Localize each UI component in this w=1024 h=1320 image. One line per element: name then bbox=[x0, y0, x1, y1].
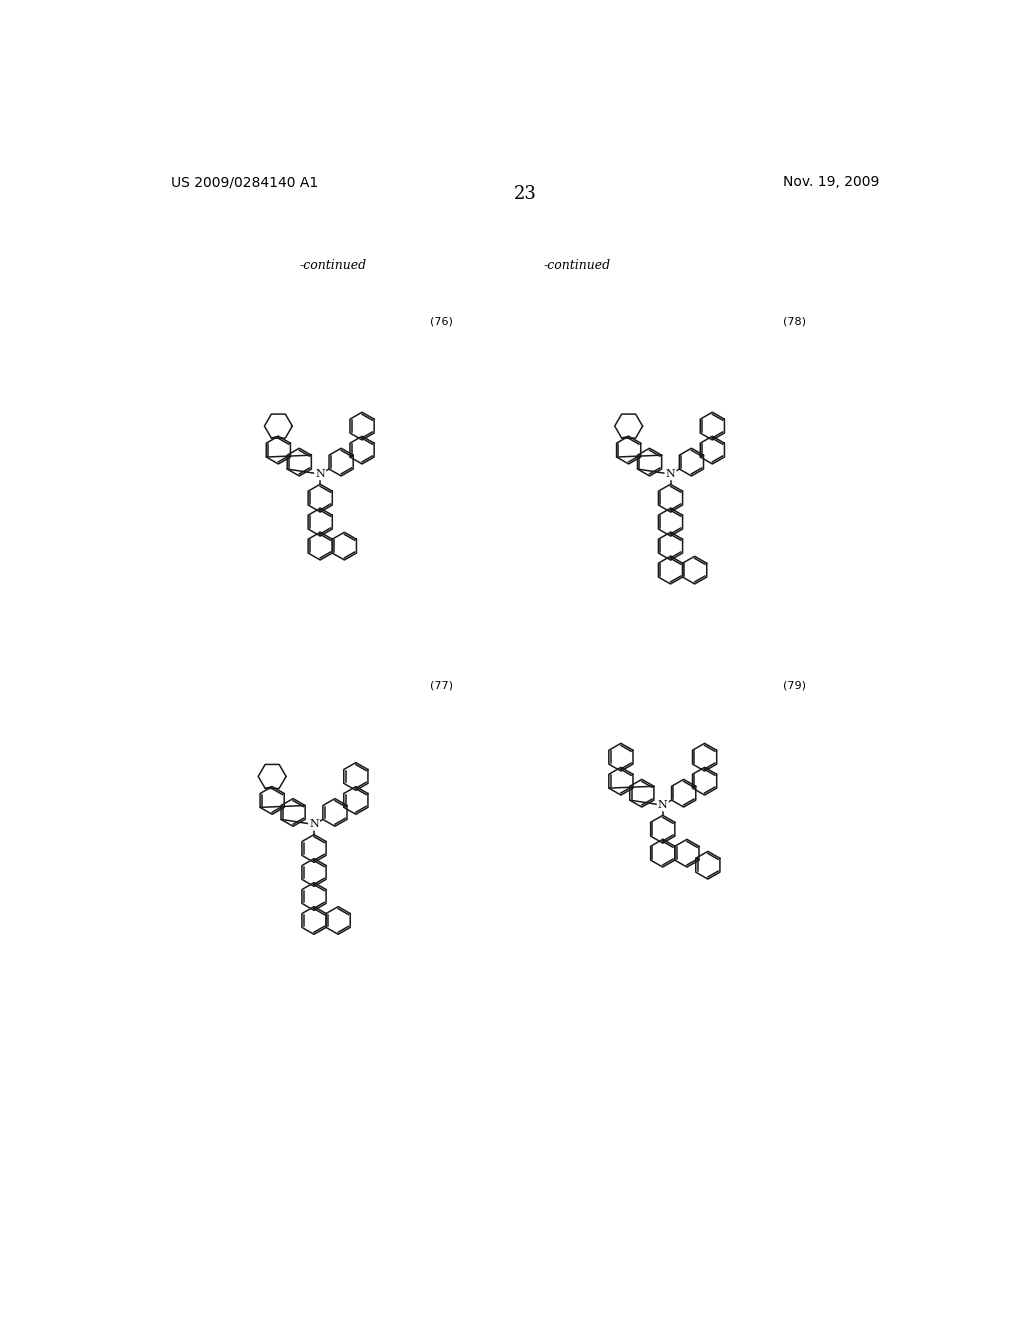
Text: (77): (77) bbox=[430, 681, 454, 690]
Text: (79): (79) bbox=[783, 681, 806, 690]
Text: N: N bbox=[666, 469, 676, 479]
Text: -continued: -continued bbox=[544, 259, 611, 272]
Text: Nov. 19, 2009: Nov. 19, 2009 bbox=[782, 176, 879, 189]
Text: N: N bbox=[309, 820, 318, 829]
Text: -continued: -continued bbox=[300, 259, 367, 272]
Text: (78): (78) bbox=[783, 317, 806, 326]
Text: N: N bbox=[657, 800, 668, 810]
Text: US 2009/0284140 A1: US 2009/0284140 A1 bbox=[171, 176, 317, 189]
Text: N: N bbox=[315, 469, 325, 479]
Text: (76): (76) bbox=[430, 317, 454, 326]
Text: 23: 23 bbox=[513, 185, 537, 203]
